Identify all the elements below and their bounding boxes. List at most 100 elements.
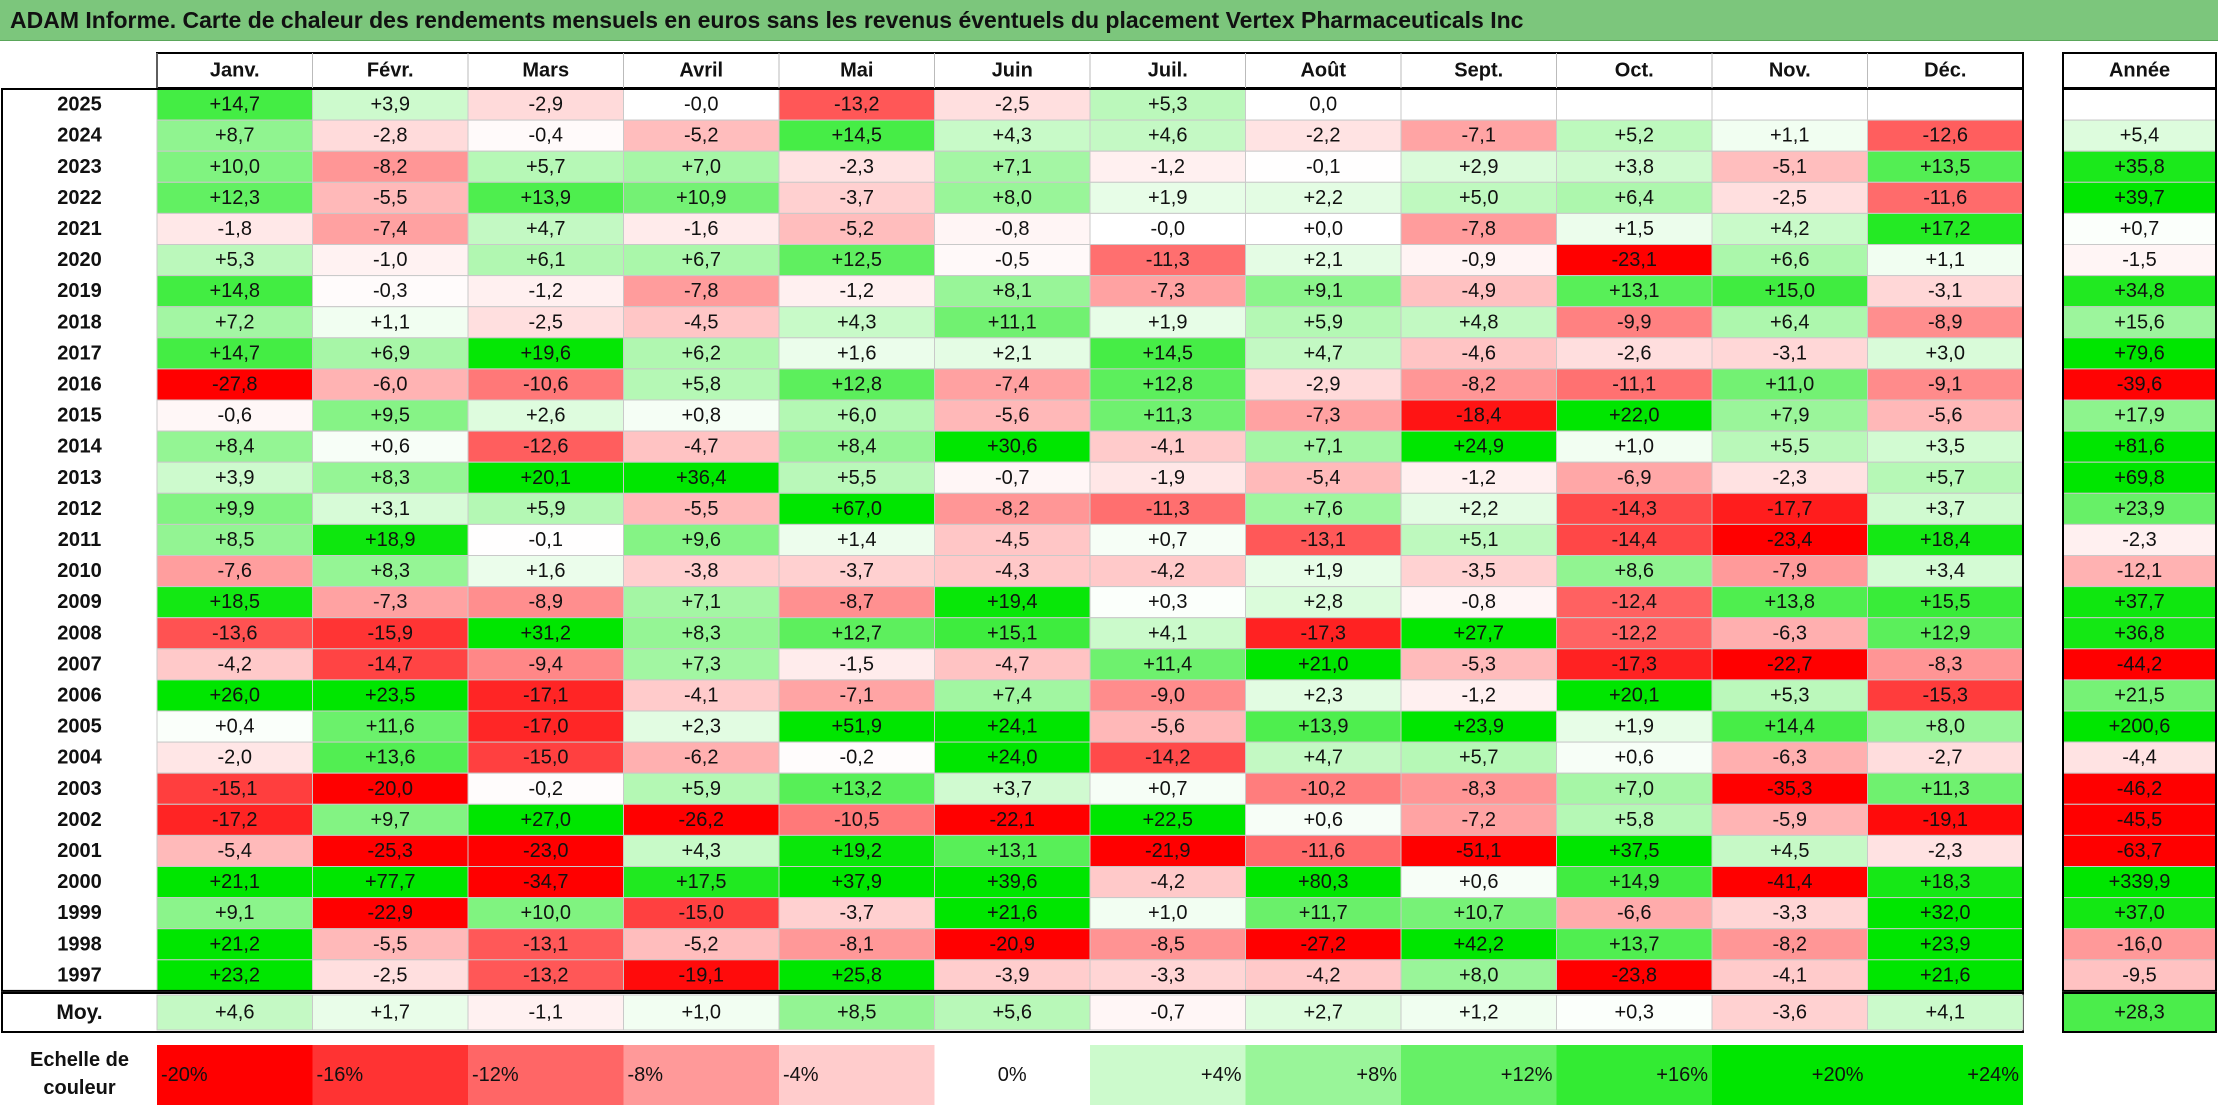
month-header-label: Mai (840, 60, 873, 82)
heatmap-cell (467, 306, 624, 339)
cell-value: +24,0 (987, 747, 1038, 769)
cell-value: +51,9 (831, 716, 882, 738)
cell-value: +14,9 (1609, 871, 1660, 893)
cell-value: -7,8 (1462, 218, 1496, 240)
cell-value: -0,9 (1462, 249, 1496, 271)
cell-value: -0,3 (373, 280, 407, 302)
heatmap-cell (934, 368, 1091, 401)
cell-value: -7,3 (1151, 280, 1185, 302)
heatmap-cell (778, 150, 935, 183)
heatmap-cell (467, 741, 624, 774)
heatmap-cell (778, 555, 935, 588)
average-label: Moy. (56, 1001, 102, 1024)
heatmap-cell (156, 150, 313, 183)
heatmap-cell (312, 461, 469, 494)
heatmap-cell (467, 834, 624, 868)
heatmap-cell (1400, 648, 1557, 681)
heatmap-cell (1556, 586, 1713, 619)
heatmap-cell (623, 430, 780, 463)
heatmap-cell (1711, 555, 1868, 588)
cell-value: +8,0 (1459, 964, 1498, 986)
cell-value: -5,5 (373, 933, 407, 955)
cell-value: +19,6 (520, 342, 571, 364)
cell-value: +7,9 (1770, 405, 1809, 427)
heatmap-cell (1867, 741, 2024, 774)
cell-value: +10,9 (676, 187, 727, 209)
heatmap-cell (1089, 337, 1246, 370)
cell-value: -4,9 (1462, 280, 1496, 302)
annual-value: -2,3 (2122, 529, 2156, 551)
year-label: 2014 (57, 436, 102, 458)
annual-cell (2062, 959, 2217, 992)
heatmap-cell (623, 337, 780, 370)
heatmap-cell (623, 586, 780, 619)
cell-value: +12,7 (831, 622, 882, 644)
heatmap-cell (1089, 244, 1246, 277)
cell-value: -13,6 (212, 622, 258, 644)
heatmap-cell (623, 928, 780, 961)
cell-value: -11,3 (1146, 498, 1190, 520)
year-label: 2009 (57, 591, 102, 613)
heatmap-cell (623, 523, 780, 557)
cell-value: -3,7 (840, 560, 874, 582)
heatmap-cell (1711, 928, 1868, 961)
cell-value: +39,6 (987, 871, 1038, 893)
heatmap-cell (1089, 648, 1246, 681)
heatmap-cell (1400, 834, 1557, 868)
month-header-label: Sept. (1454, 60, 1503, 82)
cell-value: -0,2 (840, 747, 874, 769)
heatmap-cell (623, 834, 780, 868)
cell-value: +20,1 (520, 467, 571, 489)
heatmap-cell (1867, 119, 2024, 152)
annual-cell (2062, 88, 2217, 121)
cell-value: +1,9 (1148, 187, 1187, 209)
heatmap-cell (1711, 710, 1868, 743)
cell-value: -10,6 (523, 373, 569, 395)
average-annual-value: +28,3 (2114, 1002, 2165, 1024)
cell-value: -11,1 (1612, 373, 1656, 395)
cell-value: +0,4 (215, 716, 254, 738)
cell-value: +5,8 (1615, 809, 1654, 831)
cell-value: +4,6 (1148, 125, 1187, 147)
cell-value: -1,2 (529, 280, 563, 302)
cell-value: +9,1 (215, 902, 254, 924)
cell-value: -17,3 (1611, 653, 1657, 675)
cell-value: -20,0 (367, 778, 413, 800)
cell-value: +32,0 (1920, 902, 1971, 924)
cell-value: +8,1 (993, 280, 1032, 302)
scale-step-label: +20% (1812, 1064, 1864, 1086)
average-value: -3,6 (1773, 1002, 1807, 1024)
scale-swatch (157, 1045, 313, 1105)
cell-value: -5,4 (218, 840, 252, 862)
heatmap-cell (1711, 88, 1868, 121)
heatmap-cell (1089, 555, 1246, 588)
heatmap-cell (156, 710, 313, 743)
cell-value: +80,3 (1298, 871, 1349, 893)
heatmap-cell (467, 244, 624, 277)
cell-value: -15,0 (678, 902, 724, 924)
cell-value: +0,6 (1615, 747, 1654, 769)
scale-swatch (1712, 1045, 1868, 1105)
cell-value: +4,3 (993, 125, 1032, 147)
annual-value: +200,6 (2109, 716, 2171, 738)
heatmap-cell (1400, 523, 1557, 557)
cell-value: +8,3 (371, 560, 410, 582)
heatmap-cell (1245, 679, 1402, 712)
scale-label-line1: Echelle de (30, 1049, 129, 1071)
cell-value: -9,1 (1928, 373, 1962, 395)
heatmap-cell (934, 430, 1091, 463)
heatmap-cell (312, 555, 469, 588)
cell-value: -11,3 (1146, 249, 1190, 271)
cell-value: +22,0 (1609, 405, 1660, 427)
scale-step-label: -12% (472, 1064, 519, 1086)
cell-value: -1,2 (1462, 467, 1496, 489)
heatmap-cell (778, 523, 935, 557)
heatmap-cell (1245, 897, 1402, 930)
cell-value: +3,0 (1926, 342, 1965, 364)
heatmap-cell (1556, 88, 1713, 121)
heatmap-cell (1400, 212, 1557, 245)
cell-value: -5,1 (1773, 156, 1807, 178)
cell-value: +12,3 (209, 187, 260, 209)
cell-value: -5,9 (1773, 809, 1807, 831)
average-cell (778, 994, 935, 1031)
